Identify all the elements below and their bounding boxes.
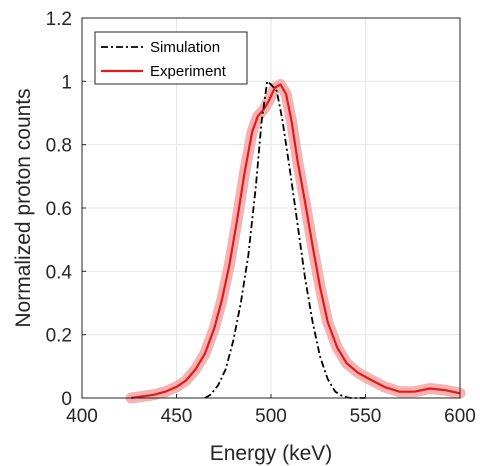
series-layer: [130, 80, 461, 400]
experiment-uncertainty-band: [125, 79, 466, 404]
tick-marks: [81, 17, 461, 399]
x-tick-label: 400: [66, 406, 98, 427]
y-tick-label: 1.2: [46, 9, 72, 30]
y-axis-label: Normalized proton counts: [12, 88, 35, 327]
legend: Simulation Experiment: [94, 31, 248, 85]
y-tick-label: 0.4: [46, 262, 73, 283]
y-tick-label: 0.2: [46, 326, 72, 347]
x-tick-labels: 400 450 500 550 600: [66, 406, 476, 427]
experiment-line: [130, 83, 461, 400]
y-tick-label: 0.6: [46, 199, 72, 220]
y-tick-label: 1: [61, 72, 72, 93]
legend-simulation-label: Simulation: [150, 39, 220, 56]
x-tick-label: 600: [444, 406, 476, 427]
simulation-line: [204, 80, 366, 399]
x-axis-label: Energy (keV): [210, 442, 333, 465]
x-tick-label: 500: [255, 406, 287, 427]
y-tick-label: 0.8: [46, 136, 72, 157]
legend-experiment-label: Experiment: [150, 63, 227, 80]
x-tick-label: 550: [350, 406, 382, 427]
x-tick-label: 450: [161, 406, 193, 427]
uncertainty-band-layer: [125, 79, 466, 404]
y-tick-labels: 0 0.2 0.4 0.6 0.8 1 1.2: [46, 9, 73, 410]
y-tick-label: 0: [61, 389, 72, 410]
legend-box: [94, 31, 248, 85]
